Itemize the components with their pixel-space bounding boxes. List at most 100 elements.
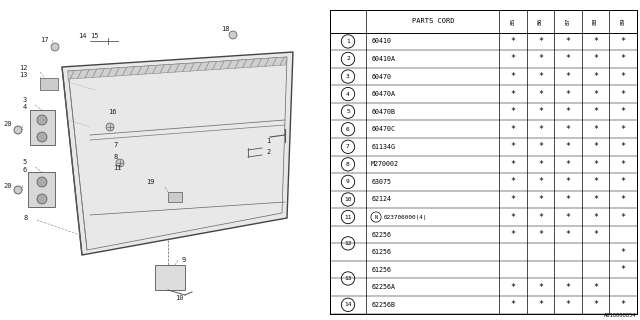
- Polygon shape: [28, 172, 55, 207]
- Text: 7: 7: [346, 144, 350, 149]
- Text: 3: 3: [23, 97, 27, 103]
- Text: 20: 20: [3, 121, 12, 127]
- Text: *: *: [511, 72, 515, 81]
- Text: *: *: [593, 54, 598, 63]
- FancyBboxPatch shape: [40, 78, 58, 90]
- Text: 19: 19: [147, 179, 155, 185]
- Text: 2: 2: [346, 56, 350, 61]
- Text: *: *: [593, 195, 598, 204]
- Text: *: *: [621, 212, 625, 221]
- Text: 023706000(4): 023706000(4): [384, 214, 428, 220]
- Text: *: *: [538, 142, 543, 151]
- Text: 18: 18: [221, 26, 230, 32]
- Text: *: *: [621, 125, 625, 134]
- Text: 60470A: 60470A: [371, 91, 396, 97]
- Text: 2: 2: [266, 149, 270, 155]
- Text: 3: 3: [346, 74, 350, 79]
- Text: *: *: [511, 37, 515, 46]
- Text: 6: 6: [346, 127, 350, 132]
- Text: 5: 5: [23, 159, 27, 165]
- Text: *: *: [593, 300, 598, 309]
- Text: *: *: [621, 142, 625, 151]
- Text: N: N: [374, 214, 378, 220]
- Text: *: *: [538, 125, 543, 134]
- Text: A610000054: A610000054: [604, 313, 637, 318]
- Text: *: *: [538, 300, 543, 309]
- Text: 9: 9: [182, 257, 186, 263]
- Text: 62256A: 62256A: [371, 284, 396, 290]
- Text: 5: 5: [346, 109, 350, 114]
- Text: 8: 8: [113, 154, 117, 160]
- Text: 60470: 60470: [371, 74, 391, 80]
- Text: 14: 14: [344, 302, 352, 307]
- Text: 61256: 61256: [371, 267, 391, 273]
- Text: *: *: [566, 212, 570, 221]
- Circle shape: [229, 31, 237, 39]
- Text: 13: 13: [344, 276, 352, 281]
- Text: *: *: [566, 37, 570, 46]
- Text: 62256: 62256: [371, 232, 391, 237]
- Text: *: *: [593, 107, 598, 116]
- Text: *: *: [566, 142, 570, 151]
- Text: *: *: [538, 195, 543, 204]
- Text: *: *: [621, 300, 625, 309]
- Circle shape: [37, 132, 47, 142]
- Text: *: *: [621, 160, 625, 169]
- Text: *: *: [538, 160, 543, 169]
- Text: *: *: [566, 72, 570, 81]
- Text: 87: 87: [566, 17, 570, 25]
- Text: 1: 1: [346, 39, 350, 44]
- Circle shape: [37, 177, 47, 187]
- Text: *: *: [593, 160, 598, 169]
- Text: *: *: [538, 72, 543, 81]
- Text: 86: 86: [538, 17, 543, 25]
- Text: *: *: [511, 177, 515, 186]
- Text: *: *: [566, 160, 570, 169]
- Text: *: *: [566, 107, 570, 116]
- Text: *: *: [538, 283, 543, 292]
- Text: *: *: [621, 177, 625, 186]
- FancyBboxPatch shape: [155, 265, 185, 290]
- Text: *: *: [593, 37, 598, 46]
- Text: *: *: [511, 54, 515, 63]
- Text: 13: 13: [19, 72, 28, 78]
- Text: *: *: [621, 195, 625, 204]
- Text: *: *: [593, 230, 598, 239]
- FancyBboxPatch shape: [168, 192, 182, 202]
- Text: 4: 4: [346, 92, 350, 97]
- Circle shape: [37, 115, 47, 125]
- Text: *: *: [566, 54, 570, 63]
- Circle shape: [106, 123, 114, 131]
- Text: 17: 17: [40, 37, 49, 43]
- Text: *: *: [593, 177, 598, 186]
- Text: 60410: 60410: [371, 38, 391, 44]
- Text: 4: 4: [23, 104, 27, 110]
- Text: *: *: [566, 230, 570, 239]
- Text: 11: 11: [113, 165, 122, 171]
- Text: *: *: [511, 125, 515, 134]
- Text: *: *: [538, 37, 543, 46]
- Text: 20: 20: [3, 183, 12, 189]
- Text: *: *: [566, 300, 570, 309]
- Text: 61256: 61256: [371, 249, 391, 255]
- Text: 60410A: 60410A: [371, 56, 396, 62]
- Text: 60470B: 60470B: [371, 109, 396, 115]
- Text: *: *: [621, 248, 625, 257]
- Text: *: *: [621, 90, 625, 99]
- Text: 89: 89: [621, 17, 625, 25]
- Text: *: *: [511, 230, 515, 239]
- Text: 8: 8: [24, 215, 28, 221]
- Circle shape: [37, 194, 47, 204]
- Polygon shape: [62, 52, 293, 255]
- Text: 16: 16: [108, 109, 116, 115]
- Text: 7: 7: [113, 142, 117, 148]
- Polygon shape: [30, 110, 55, 145]
- Text: *: *: [511, 283, 515, 292]
- Text: *: *: [511, 160, 515, 169]
- Text: *: *: [566, 177, 570, 186]
- Text: 6: 6: [23, 167, 27, 173]
- Text: 14: 14: [78, 33, 86, 39]
- Text: 12: 12: [19, 65, 28, 71]
- Text: 62256B: 62256B: [371, 302, 396, 308]
- Text: *: *: [566, 283, 570, 292]
